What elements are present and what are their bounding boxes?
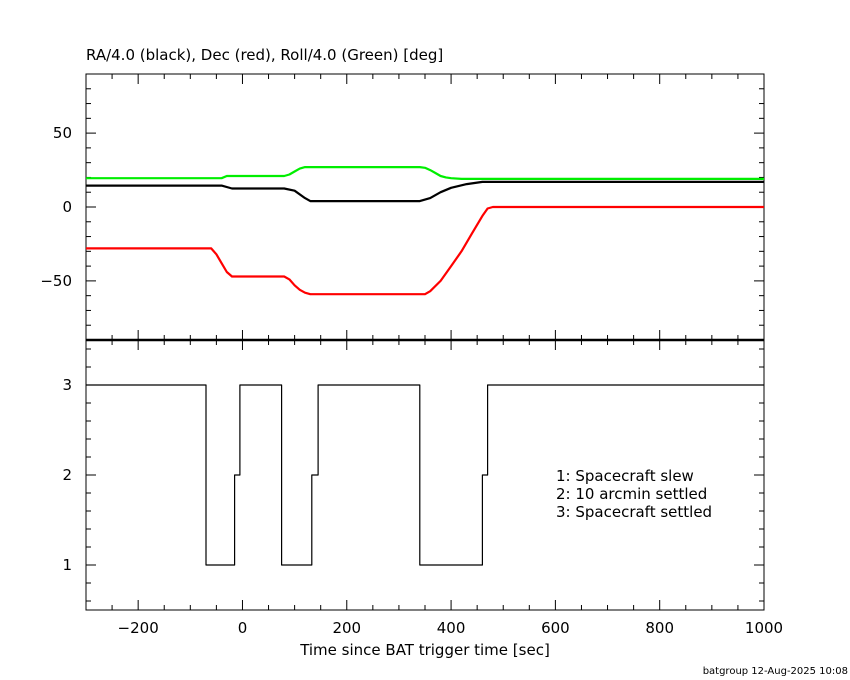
top-panel: −50 0 50 (40, 73, 765, 341)
legend-entry: 1: Spacecraft slew (556, 467, 694, 485)
y-tick-label: 2 (62, 466, 72, 484)
y-tick-label: 3 (62, 376, 72, 394)
series-line-dec (86, 205, 764, 296)
bottom-panel: 1 2 3 −200 0 200 400 600 800 1000 1: Spacecraft sl… (62, 338, 783, 637)
legend-entry: 3: Spacecraft settled (556, 503, 712, 521)
series-line-settling-status (86, 384, 764, 566)
x-tick-label: 400 (437, 619, 466, 637)
y-tick-label: 50 (53, 124, 72, 142)
y-tick-label: 1 (62, 556, 72, 574)
legend-entry: 2: 10 arcmin settled (556, 485, 707, 503)
x-tick-label: 1000 (745, 619, 783, 637)
x-axis-label: Time since BAT trigger time [sec] (299, 641, 550, 659)
x-tick-label: 600 (541, 619, 570, 637)
x-tick-label: 0 (238, 619, 248, 637)
top-panel-title: RA/4.0 (black), Dec (red), Roll/4.0 (Gre… (86, 46, 443, 64)
series-line-roll-4-0 (86, 166, 764, 180)
x-tick-label: −200 (118, 619, 159, 637)
footer-stamp: batgroup 12-Aug-2025 10:08 (703, 666, 848, 677)
y-tick-label: 0 (62, 198, 72, 216)
x-tick-label: 800 (645, 619, 674, 637)
y-tick-label: −50 (40, 272, 72, 290)
x-tick-label: 200 (332, 619, 361, 637)
series-line-ra-4-0 (86, 180, 764, 203)
